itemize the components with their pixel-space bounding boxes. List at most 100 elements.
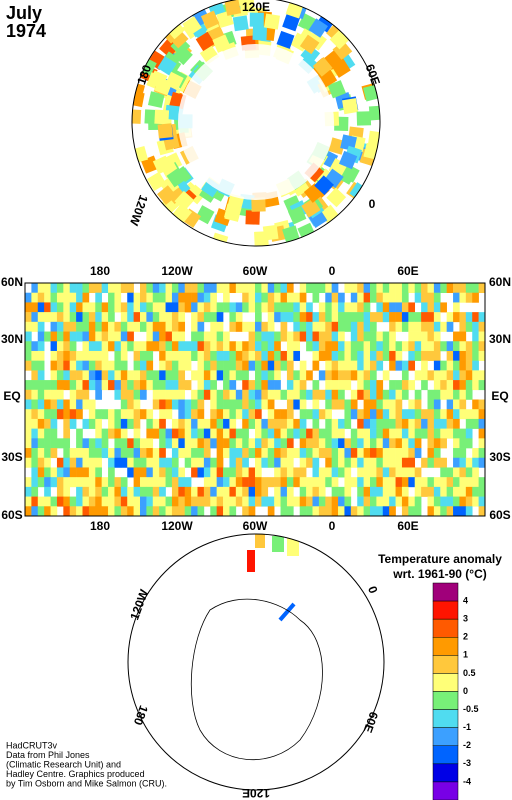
- grid-cell: [31, 302, 39, 313]
- grid-cell: [229, 428, 237, 439]
- grid-cell: [132, 90, 145, 108]
- grid-cell: [427, 506, 435, 516]
- grid-cell: [408, 418, 416, 429]
- grid-cell: [472, 321, 479, 332]
- grid-cell: [171, 467, 179, 478]
- grid-cell: [453, 399, 460, 410]
- grid-cell: [274, 302, 281, 313]
- grid-cell: [108, 506, 115, 516]
- lon-label: 60E: [397, 519, 418, 533]
- grid-cell: [133, 341, 141, 352]
- grid-cell: [440, 302, 447, 313]
- north-polar-frame: [131, 0, 381, 247]
- grid-cell: [325, 418, 332, 429]
- grid-cell: [235, 457, 243, 468]
- grid-cell: [56, 292, 64, 303]
- grid-cell: [370, 428, 377, 439]
- grid-cell: [280, 457, 288, 468]
- grid-cell: [248, 331, 256, 342]
- grid-cell: [235, 389, 243, 400]
- grid-cell: [56, 302, 64, 313]
- grid-cell: [318, 389, 326, 400]
- grid-cell: [152, 370, 160, 381]
- grid-cell: [382, 292, 390, 303]
- grid-cell: [140, 370, 147, 381]
- grid-cell: [312, 467, 320, 478]
- grid-cell: [325, 438, 332, 449]
- grid-cell: [344, 409, 352, 420]
- grid-cell: [191, 418, 198, 429]
- grid-cell: [312, 389, 320, 400]
- grid-cell: [171, 321, 179, 332]
- grid-cell: [459, 312, 467, 323]
- grid-cell: [401, 448, 409, 459]
- grid-cell: [120, 331, 128, 342]
- grid-cell: [427, 312, 435, 323]
- grid-cell: [312, 380, 320, 391]
- grid-cell: [127, 341, 134, 352]
- grid-cell: [255, 477, 262, 488]
- grid-cell: [453, 448, 460, 459]
- grid-cell: [338, 150, 358, 170]
- grid-cell: [165, 409, 173, 420]
- grid-cell: [101, 448, 109, 459]
- grid-cell: [242, 321, 249, 332]
- grid-cell: [133, 438, 141, 449]
- grid-cell: [50, 283, 58, 294]
- grid-cell: [453, 380, 460, 391]
- grid-cell: [312, 477, 320, 488]
- grid-cell: [286, 283, 294, 294]
- grid-cell: [274, 360, 281, 371]
- grid-cell: [184, 350, 192, 361]
- grid-cell: [421, 409, 428, 420]
- grid-cell: [229, 486, 237, 497]
- grid-cell: [427, 496, 435, 507]
- grid-cell: [389, 496, 396, 507]
- grid-cell: [242, 302, 249, 313]
- grid-cell: [242, 438, 249, 449]
- grid-cell: [350, 341, 358, 352]
- grid-cell: [331, 341, 339, 352]
- grid-cell: [69, 467, 77, 478]
- grid-cell: [133, 428, 141, 439]
- grid-cell: [370, 360, 377, 371]
- grid-cell: [210, 360, 217, 371]
- grid-cell: [63, 283, 71, 294]
- grid-cell: [293, 380, 301, 391]
- grid-cell: [255, 292, 262, 303]
- grid-cell: [184, 428, 192, 439]
- grid-cell: [350, 350, 358, 361]
- grid-cell: [229, 409, 237, 420]
- grid-cell: [216, 457, 224, 468]
- grid-cell: [76, 506, 83, 516]
- grid-cell: [210, 496, 217, 507]
- grid-cell: [210, 389, 217, 400]
- grid-cell: [248, 438, 256, 449]
- grid-cell: [261, 331, 269, 342]
- grid-cell: [197, 341, 205, 352]
- grid-cell: [210, 477, 217, 488]
- legend-tick: 0.5: [463, 668, 476, 678]
- grid-cell: [344, 438, 352, 449]
- grid-cell: [363, 399, 371, 410]
- grid-cell: [146, 302, 154, 313]
- grid-cell: [203, 389, 211, 400]
- grid-cell: [325, 496, 332, 507]
- grid-cell: [338, 321, 345, 332]
- grid-cell: [223, 331, 230, 342]
- grid-cell: [465, 477, 473, 488]
- south-lon-label: 60E: [361, 710, 381, 735]
- grid-cell: [453, 292, 460, 303]
- grid-cell: [248, 350, 256, 361]
- grid-cell: [382, 331, 390, 342]
- grid-cell: [197, 428, 205, 439]
- grid-cell: [389, 418, 396, 429]
- grid-cell: [472, 448, 479, 459]
- grid-cell: [154, 109, 170, 125]
- grid-cell: [184, 438, 192, 449]
- grid-cell: [318, 467, 326, 478]
- lon-label: 120W: [161, 264, 193, 278]
- grid-cell: [459, 370, 467, 381]
- lat-label: 30S: [489, 450, 510, 464]
- grid-cell: [203, 312, 211, 323]
